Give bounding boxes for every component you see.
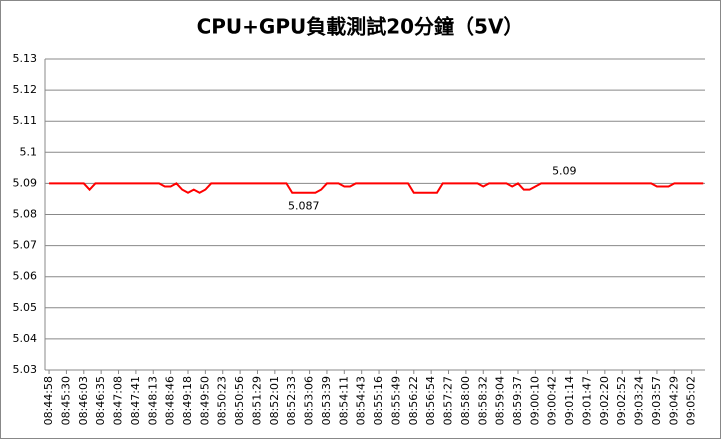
x-tick-label: 08:54:11 bbox=[337, 376, 350, 425]
y-tick-label: 5.03 bbox=[13, 363, 38, 376]
y-tick-label: 5.13 bbox=[13, 52, 38, 65]
x-tick-label: 08:54:43 bbox=[355, 376, 368, 425]
x-tick-label: 08:45:30 bbox=[59, 376, 72, 425]
x-tick-label: 09:02:52 bbox=[615, 376, 628, 425]
data-line bbox=[49, 182, 704, 194]
x-tick-label: 08:55:49 bbox=[389, 376, 402, 425]
x-tick-label: 09:01:14 bbox=[563, 376, 576, 425]
x-tick-label: 08:57:27 bbox=[442, 376, 455, 425]
x-tick-label: 08:55:16 bbox=[372, 376, 385, 425]
data-label: 5.09 bbox=[552, 164, 577, 177]
chart-title: CPU+GPU負載測試20分鐘（5V） bbox=[197, 15, 524, 39]
data-label: 5.087 bbox=[288, 200, 320, 213]
x-tick-label: 08:47:08 bbox=[112, 376, 125, 425]
x-tick-label: 08:46:03 bbox=[77, 376, 90, 425]
x-tick-label: 09:00:42 bbox=[546, 376, 559, 425]
x-tick-label: 08:52:01 bbox=[268, 376, 281, 425]
x-tick-label: 09:03:24 bbox=[633, 376, 646, 425]
x-tick-label: 08:49:50 bbox=[198, 376, 211, 425]
x-tick-label: 09:05:02 bbox=[685, 376, 698, 425]
x-tick-label: 08:51:29 bbox=[250, 376, 263, 425]
y-tick-label: 5.08 bbox=[13, 208, 38, 221]
x-tick-label: 09:00:10 bbox=[528, 376, 541, 425]
x-tick-label: 08:47:41 bbox=[129, 376, 142, 425]
y-tick-label: 5.1 bbox=[20, 145, 38, 158]
x-tick-label: 08:58:00 bbox=[459, 376, 472, 425]
x-tick-label: 08:46:35 bbox=[94, 376, 107, 425]
y-tick-label: 5.07 bbox=[13, 239, 38, 252]
y-tick-label: 5.12 bbox=[13, 83, 38, 96]
x-tick-label: 08:52:33 bbox=[285, 376, 298, 425]
x-tick-label: 08:50:56 bbox=[233, 376, 246, 425]
x-tick-label: 08:53:06 bbox=[303, 376, 316, 425]
x-tick-label: 08:48:46 bbox=[164, 376, 177, 425]
y-tick-label: 5.11 bbox=[13, 114, 38, 127]
x-tick-label: 08:48:13 bbox=[146, 376, 159, 425]
y-tick-label: 5.04 bbox=[13, 332, 38, 345]
x-tick-label: 09:02:20 bbox=[598, 376, 611, 425]
x-tick-label: 08:44:58 bbox=[42, 376, 55, 425]
x-tick-label: 08:59:04 bbox=[494, 376, 507, 425]
x-tick-label: 08:50:23 bbox=[216, 376, 229, 425]
x-tick-label: 08:49:18 bbox=[181, 376, 194, 425]
x-tick-label: 08:56:54 bbox=[424, 376, 437, 425]
y-tick-label: 5.09 bbox=[13, 176, 38, 189]
x-tick-label: 09:04:29 bbox=[667, 376, 680, 425]
y-tick-label: 5.05 bbox=[13, 301, 38, 314]
x-tick-label: 08:53:39 bbox=[320, 376, 333, 425]
x-tick-label: 08:58:32 bbox=[476, 376, 489, 425]
x-tick-label: 09:01:47 bbox=[580, 376, 593, 425]
x-tick-label: 08:59:37 bbox=[511, 376, 524, 425]
x-tick-label: 08:56:22 bbox=[407, 376, 420, 425]
y-tick-label: 5.06 bbox=[13, 270, 38, 283]
x-tick-label: 09:03:57 bbox=[650, 376, 663, 425]
